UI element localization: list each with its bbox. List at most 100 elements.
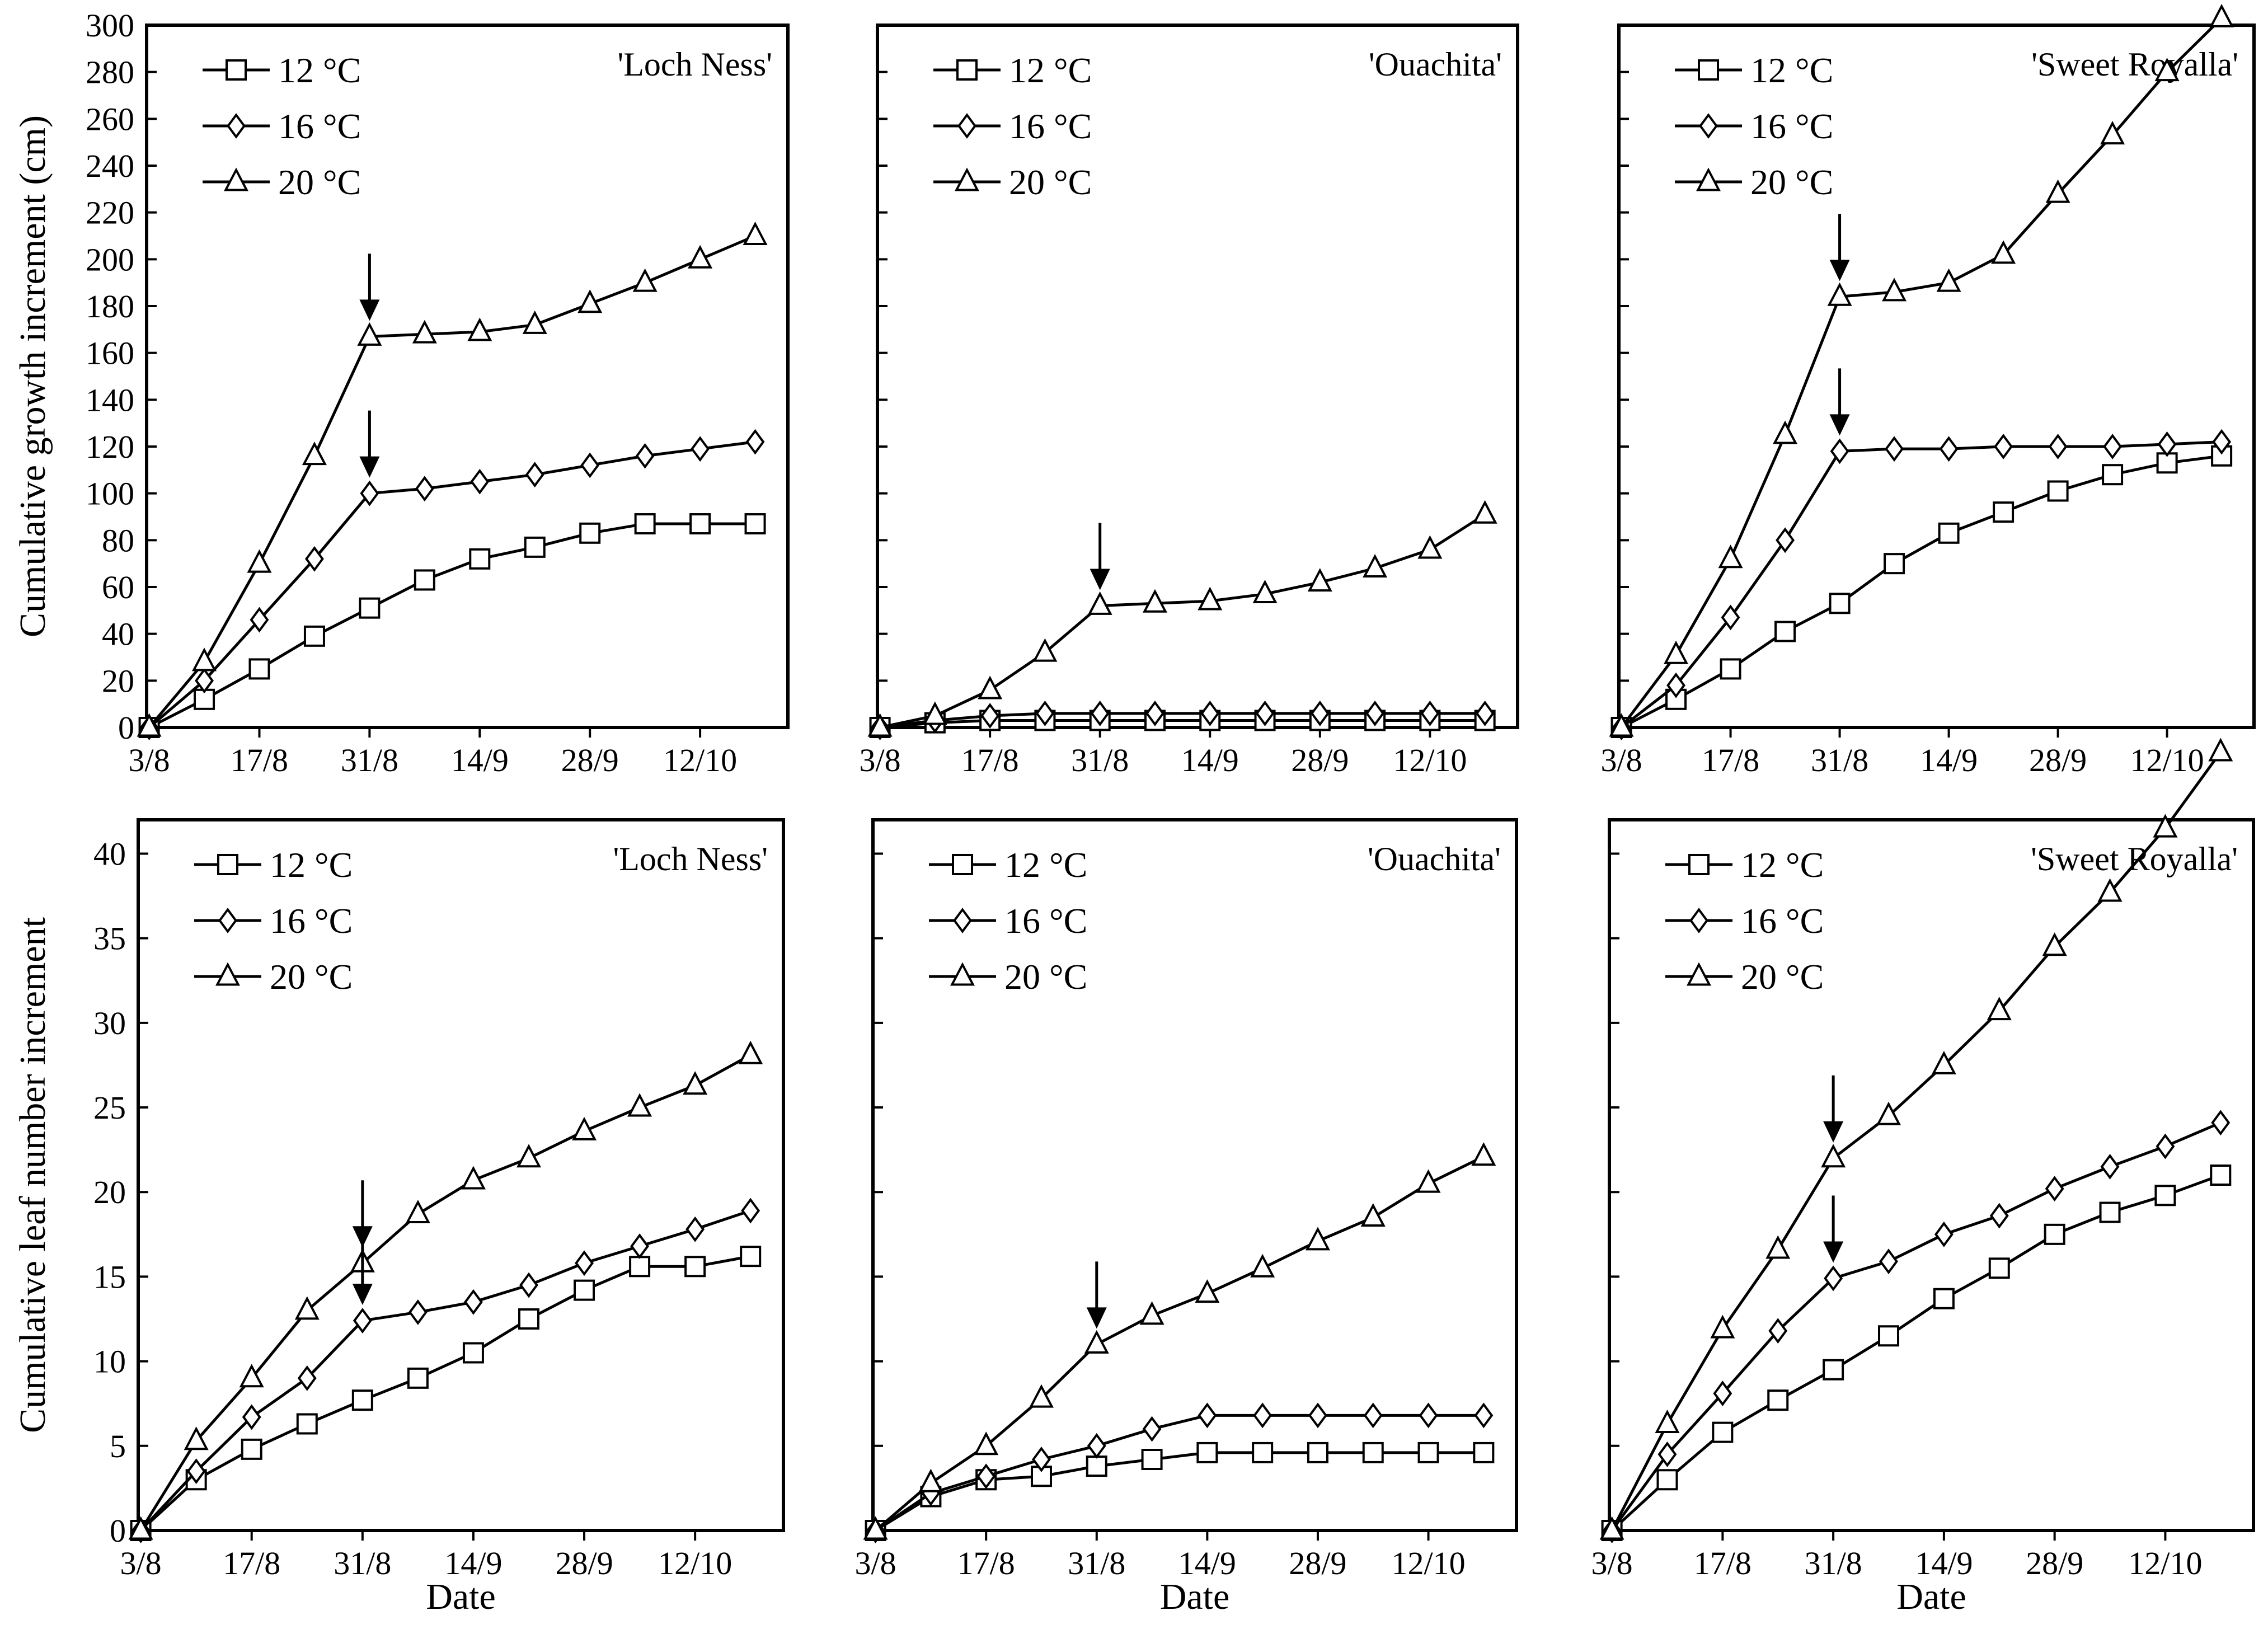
legend-marker <box>226 59 247 81</box>
x-tick-label: 28/9 <box>1291 742 1349 778</box>
legend-label: 20 °C <box>1741 957 1824 997</box>
legend-marker <box>953 908 972 933</box>
y-tick-label: 300 <box>86 7 134 44</box>
data-point <box>1084 1330 1109 1354</box>
data-point <box>1768 1318 1788 1344</box>
data-point <box>1142 589 1167 613</box>
data-point <box>1824 1265 1843 1292</box>
y-axis-title: Cumulative growth increment (cm) <box>12 115 53 637</box>
legend-label: 20 °C <box>1009 162 1092 202</box>
data-point <box>1934 1221 1954 1247</box>
data-point <box>1938 522 1960 544</box>
data-point <box>572 1116 597 1140</box>
legend-item-16-c: 16 °C <box>933 106 1092 146</box>
data-point <box>525 462 544 488</box>
x-tick-label: 12/10 <box>2130 742 2204 778</box>
x-tick-label: 3/8 <box>855 1545 896 1581</box>
data-point <box>353 1308 372 1334</box>
data-point <box>1200 700 1220 726</box>
panel-bottom-ouachita: 3/8 17/8 31/8 14/9 28/9 12/10 Date 'Ouachita' 12… <box>855 818 1518 1617</box>
legend-marker <box>227 113 246 139</box>
x-tick-label: 3/8 <box>1600 742 1642 778</box>
arrow-marker <box>1829 368 1850 436</box>
x-tick-label: 14/9 <box>1920 742 1978 778</box>
series-16-c <box>866 1402 1494 1543</box>
data-point <box>1713 1381 1732 1406</box>
data-point <box>1710 1314 1735 1339</box>
data-point <box>1145 700 1164 726</box>
legend-marker <box>950 962 975 986</box>
data-point <box>1879 1248 1898 1275</box>
data-point <box>239 1364 264 1388</box>
x-tick-label: 3/8 <box>120 1545 162 1581</box>
data-point <box>518 1308 539 1330</box>
y-tick-label: 35 <box>93 921 126 957</box>
data-point <box>1712 1421 1734 1443</box>
arrow-marker <box>352 1180 373 1248</box>
legend-label: 16 °C <box>278 106 361 146</box>
data-point <box>922 701 947 725</box>
data-point <box>1196 1442 1218 1463</box>
data-point <box>469 548 491 570</box>
data-point <box>1086 1455 1107 1477</box>
data-point <box>407 1367 429 1389</box>
data-point <box>627 1093 652 1117</box>
data-point <box>2210 1165 2232 1186</box>
data-point <box>745 429 765 455</box>
legend-label: 12 °C <box>270 845 353 885</box>
series-20-c <box>137 221 768 737</box>
data-point <box>1876 1101 1901 1125</box>
data-point <box>1195 1279 1220 1303</box>
data-point <box>634 513 656 535</box>
y-tick-label: 200 <box>86 241 134 278</box>
legend-label: 12 °C <box>1009 50 1092 90</box>
arrow-marker <box>1823 1195 1844 1263</box>
data-point <box>242 1404 261 1430</box>
data-point <box>522 310 547 334</box>
x-tick-label: 3/8 <box>1591 1545 1633 1581</box>
data-point <box>741 1198 760 1224</box>
data-point <box>412 320 437 344</box>
x-tick-label: 28/9 <box>561 742 619 778</box>
data-point <box>351 1389 373 1411</box>
legend-marker <box>1696 167 1721 191</box>
data-point <box>195 668 214 694</box>
series-12-c <box>130 1246 762 1541</box>
x-tick-label: 3/8 <box>129 742 170 778</box>
data-point <box>1474 1402 1494 1429</box>
data-point <box>2047 480 2069 502</box>
arrow-marker <box>1829 214 1850 281</box>
data-point <box>1776 527 1795 553</box>
y-tick-label: 0 <box>110 1513 126 1549</box>
legend: 12 °C 16 °C 20 °C <box>933 50 1092 202</box>
legend-item-12-c: 12 °C <box>933 50 1092 90</box>
series-20-c <box>863 1142 1496 1540</box>
data-point <box>1878 1325 1900 1347</box>
data-point <box>305 546 324 572</box>
series-line <box>1610 1173 2222 1532</box>
data-point <box>414 569 435 591</box>
x-tick-label: 17/8 <box>1702 742 1759 778</box>
data-point <box>1991 240 2016 264</box>
legend-marker <box>1689 908 1708 933</box>
legend-item-20-c: 20 °C <box>933 162 1092 202</box>
plot-frame <box>1608 818 2255 1532</box>
y-tick-label: 120 <box>86 429 134 465</box>
data-point <box>1987 997 2012 1021</box>
data-point <box>186 1458 206 1485</box>
data-point <box>1773 420 1798 444</box>
legend: 12 °C 16 °C 20 °C <box>1675 50 1833 202</box>
data-point <box>629 1256 651 1278</box>
legend-item-12-c: 12 °C <box>1675 50 1833 90</box>
legend-item-12-c: 12 °C <box>1665 845 1824 885</box>
data-point <box>1884 553 1905 575</box>
data-point <box>1774 621 1796 642</box>
legend-item-16-c: 16 °C <box>1675 106 1833 146</box>
data-point <box>2157 431 2177 457</box>
series-line <box>1621 440 2222 729</box>
plot-frame <box>145 24 790 729</box>
arrow-marker <box>359 253 380 321</box>
data-point <box>1416 1169 1441 1193</box>
data-point <box>184 1426 209 1450</box>
